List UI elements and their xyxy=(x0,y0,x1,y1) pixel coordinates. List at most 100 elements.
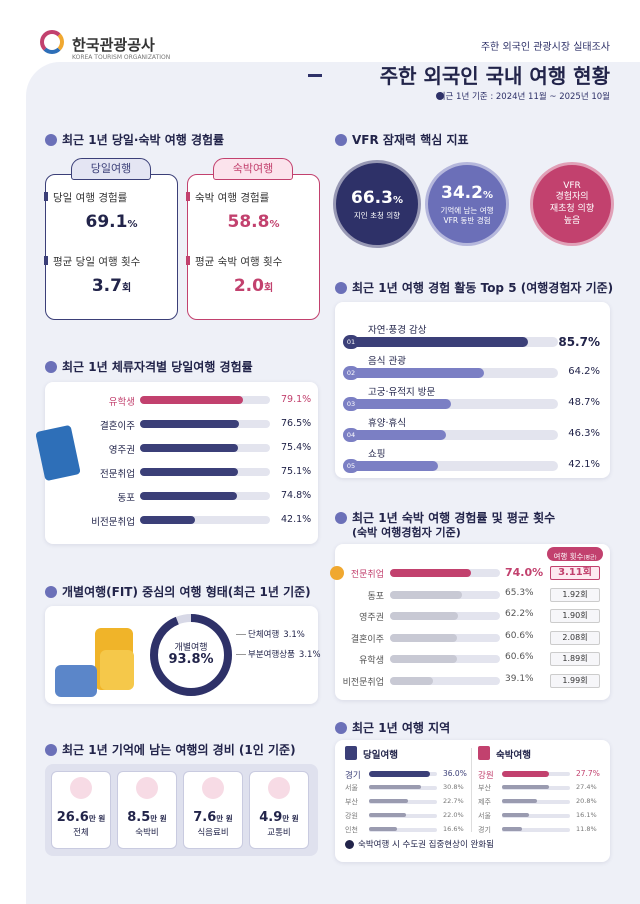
count-value-line: 2.0회 xyxy=(187,276,320,296)
expense-box xyxy=(51,771,111,849)
label-marker xyxy=(44,192,48,201)
vfr-text: VFR 동반 경험 xyxy=(443,215,491,225)
stay-label: 동포 xyxy=(367,591,384,602)
stay-bar xyxy=(390,590,462,599)
activity-track xyxy=(350,461,558,471)
fit-connector xyxy=(236,654,246,655)
vfr-unit: % xyxy=(482,189,493,201)
visa-label: 결혼이주 xyxy=(100,421,135,432)
region-track xyxy=(369,828,437,832)
region-value: 27.4% xyxy=(576,783,597,791)
stay-track xyxy=(390,676,500,685)
stay-count: 2.08회 xyxy=(550,630,600,645)
vfr-value: 66.3 xyxy=(351,187,393,208)
fit-donut xyxy=(150,614,232,696)
visa-bar xyxy=(140,492,238,500)
donut-arc xyxy=(150,614,232,696)
section-title: 개별여행(FIT) 중심의 여행 형태(최근 1년 기준) xyxy=(62,585,311,599)
section-title: 최근 1년 기억에 남는 여행의 경비 (1인 기준) xyxy=(62,743,296,757)
expense-unit: 만 원 xyxy=(150,814,167,823)
vfr-value: 34.2 xyxy=(441,182,483,203)
org-name-en: KOREA TOURISM ORGANIZATION xyxy=(72,54,171,61)
rate-unit: % xyxy=(127,219,138,230)
activity-bar xyxy=(350,461,438,471)
region-bar xyxy=(502,771,550,777)
region-label: 경기 xyxy=(345,771,361,781)
visa-bar xyxy=(140,468,238,476)
section-icon xyxy=(45,134,57,146)
count-header-text: 여행 횟수 xyxy=(553,552,584,561)
regions-divider xyxy=(471,748,472,832)
section-title: VFR 잠재력 핵심 지표 xyxy=(352,133,469,147)
fit-other-value: 3.1% xyxy=(298,650,321,660)
expense-icon xyxy=(70,777,92,799)
expense-icon xyxy=(202,777,224,799)
label-marker xyxy=(186,192,190,201)
expense-value-line: 4.9만 원 xyxy=(249,806,309,825)
activity-bar xyxy=(350,368,484,378)
vfr-text: 기억에 남는 여행 xyxy=(440,205,494,215)
region-label: 제주 xyxy=(478,798,491,806)
activity-label: 자연·풍경 감상 xyxy=(368,325,427,336)
rate-label: 당일 여행 경험률 xyxy=(53,192,128,204)
stay-value: 60.6% xyxy=(505,630,534,641)
section-title: 최근 1년 당일·숙박 여행 경험률 xyxy=(62,133,225,147)
expense-value: 26.6 xyxy=(56,810,89,825)
stay-label: 비전문취업 xyxy=(342,677,384,688)
activity-value: 46.3% xyxy=(568,428,600,439)
stay-label: 결혼이주 xyxy=(350,634,384,645)
visa-value: 42.1% xyxy=(281,514,312,525)
regions-note: 숙박여행 시 수도권 집중현상이 완화됨 xyxy=(358,840,494,850)
region-label: 인천 xyxy=(345,826,358,834)
expense-box xyxy=(183,771,243,849)
region-value: 16.6% xyxy=(443,825,464,833)
period: 최근 1년 기준 : 2024년 11월 ~ 2025년 10월 xyxy=(437,92,610,102)
rate-unit: % xyxy=(269,219,280,230)
visa-value: 76.5% xyxy=(281,418,312,429)
stay-label: 유학생 xyxy=(359,656,384,666)
group-name: 당일여행 xyxy=(363,750,398,761)
stay-value: 65.3% xyxy=(505,587,534,598)
stay-count: 3.11회 xyxy=(550,566,600,580)
rank-badge: 04 xyxy=(343,428,359,442)
region-bar xyxy=(502,785,549,789)
group-icon xyxy=(345,746,357,760)
vfr-circle: 66.3% 지인 초청 의향 xyxy=(333,160,421,248)
vfr-text: VFR xyxy=(563,180,581,191)
region-label: 강원 xyxy=(345,812,358,820)
card-tag: 당일여행 xyxy=(71,158,151,180)
region-value: 22.7% xyxy=(443,797,464,805)
expense-icon xyxy=(136,777,158,799)
rank-badge: 02 xyxy=(343,366,359,380)
survey-name: 주한 외국인 관광시장 실태조사 xyxy=(480,42,610,53)
expense-unit: 만 원 xyxy=(282,814,299,823)
region-label: 부산 xyxy=(478,784,491,792)
visa-bar xyxy=(140,420,240,428)
region-value: 22.0% xyxy=(443,811,464,819)
fit-other-label: 단체여행 xyxy=(248,630,280,640)
activity-track xyxy=(350,430,558,440)
page-title: 주한 외국인 국내 여행 현황 xyxy=(379,64,610,88)
stay-bar xyxy=(390,612,459,620)
count-unit: 회 xyxy=(263,283,274,294)
section-icon xyxy=(335,722,347,734)
region-value: 16.1% xyxy=(576,811,597,819)
group-icon xyxy=(478,746,490,760)
label-marker xyxy=(44,256,48,265)
experience-card xyxy=(187,174,320,320)
section-title: 최근 1년 여행 경험 활동 Top 5 (여행경험자 기준) xyxy=(352,281,614,295)
group-name: 숙박여행 xyxy=(496,750,531,761)
vfr-text: 높음 xyxy=(563,215,581,226)
fit-connector xyxy=(236,634,246,635)
section-icon xyxy=(45,586,57,598)
section-icon xyxy=(335,134,347,146)
rate-value: 58.8 xyxy=(227,212,270,232)
vfr-text: 재초청 의향 xyxy=(549,204,595,214)
expense-value-line: 8.5만 원 xyxy=(117,806,177,825)
experience-card xyxy=(45,174,178,320)
logo-mark xyxy=(40,30,64,54)
fit-other: 부분여행상품 3.1% xyxy=(248,648,321,660)
section-subtitle: (숙박 여행경험자 기준) xyxy=(352,526,461,539)
region-bar xyxy=(369,785,422,789)
